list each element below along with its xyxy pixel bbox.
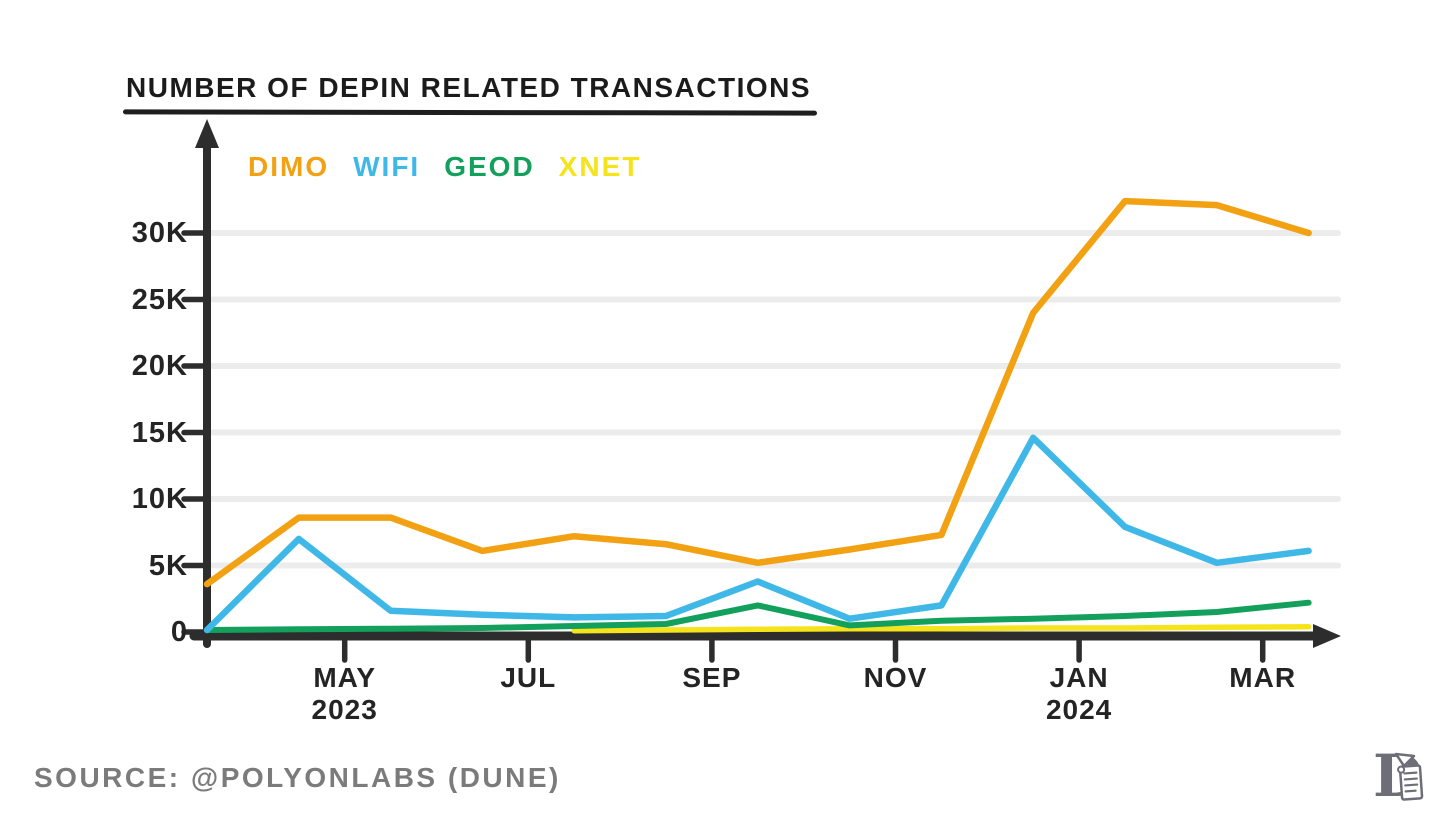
y-axis-label-25K: 25K bbox=[131, 283, 188, 316]
legend-item-dimo: DIMO bbox=[248, 151, 330, 182]
y-axis-label-30K: 30K bbox=[131, 217, 188, 249]
y-axis-label-5K: 5K bbox=[148, 549, 188, 582]
series-line-wifi bbox=[203, 434, 1312, 634]
legend-item-wifi: WIFI bbox=[353, 151, 421, 182]
x-axis-label-JUL: JUL bbox=[500, 662, 557, 693]
brand-logo: D bbox=[1373, 742, 1424, 810]
x-axis-arrowhead-icon bbox=[1313, 624, 1341, 648]
legend-item-geod: GEOD bbox=[444, 151, 535, 182]
series-line-xnet bbox=[571, 623, 1312, 634]
x-axis-label-JAN: JAN bbox=[1049, 662, 1109, 693]
legend: DIMO WIFI GEOD XNET bbox=[248, 151, 641, 183]
series-line-geod bbox=[204, 599, 1312, 633]
series-line-dimo bbox=[203, 197, 1312, 588]
chart-title: NUMBER OF DEPIN RELATED TRANSACTIONS bbox=[126, 72, 812, 103]
y-axis-label-10K: 10K bbox=[131, 483, 188, 515]
y-axis-arrowhead-icon bbox=[195, 119, 219, 148]
y-axis-label-15K: 15K bbox=[131, 416, 188, 449]
x-axis-label-MAY: MAY bbox=[313, 662, 377, 693]
x-axis-label-MAR: MAR bbox=[1229, 662, 1297, 693]
x-axis-label-NOV: NOV bbox=[863, 662, 928, 693]
legend-item-xnet: XNET bbox=[558, 151, 642, 182]
source-text: SOURCE: @POLYONLABS (DUNE) bbox=[34, 762, 561, 793]
x-axis-sublabel-2023: 2023 bbox=[311, 694, 378, 725]
x-axis-label-SEP: SEP bbox=[682, 662, 742, 693]
logo-scroll-icon bbox=[1394, 752, 1424, 801]
y-axis-label-20K: 20K bbox=[131, 350, 188, 382]
x-axis-sublabel-2024: 2024 bbox=[1045, 694, 1113, 725]
y-axis-label-0: 0 bbox=[170, 616, 188, 648]
